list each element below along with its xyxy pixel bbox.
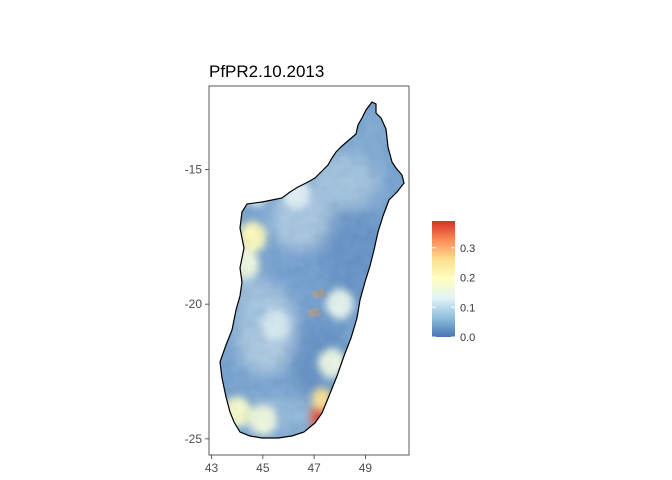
x-tick-label: 49 [359, 461, 373, 475]
x-axis: 43 45 47 49 [205, 455, 373, 475]
x-tick-label: 47 [307, 461, 321, 475]
y-tick-label: -25 [185, 432, 203, 446]
x-tick-label: 45 [256, 461, 270, 475]
legend-tick-label: 0.2 [460, 273, 475, 285]
map-title: PfPR2.10.2013 [209, 62, 324, 81]
x-tick-label: 43 [205, 461, 219, 475]
y-tick-label: -20 [185, 297, 203, 311]
legend-tick-label: 0.3 [460, 243, 475, 255]
legend-tick-label: 0.1 [460, 302, 475, 314]
y-tick-label: -15 [185, 162, 203, 176]
y-axis: -15 -20 -25 [185, 162, 209, 446]
legend-tick-label: 0.0 [460, 332, 475, 344]
color-legend: 0.0 0.1 0.2 0.3 [432, 221, 475, 344]
legend-colorbar [432, 221, 455, 337]
